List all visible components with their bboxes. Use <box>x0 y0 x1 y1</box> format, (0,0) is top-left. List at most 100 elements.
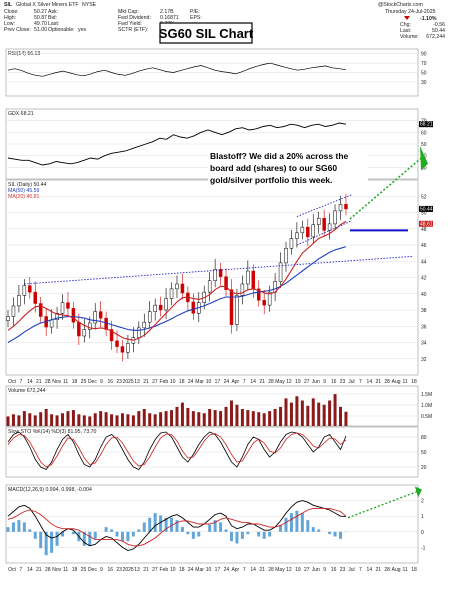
x-tick-label-bottom: 28 <box>268 567 274 573</box>
x-tick-label: 24 <box>224 379 230 385</box>
panel-frame <box>6 485 418 563</box>
volume-bar <box>263 413 266 426</box>
x-tick-label-bottom: Apr <box>231 567 239 573</box>
x-tick-label-bottom: Dec <box>88 567 97 573</box>
x-tick-label-bottom: Nov <box>52 567 61 573</box>
candle <box>175 284 178 289</box>
x-tick-label-bottom: 21 <box>259 567 265 573</box>
sto-tick-label: 20 <box>421 465 427 471</box>
rsi-tick-label: 50 <box>421 71 427 77</box>
x-tick-label: 23 <box>116 379 122 385</box>
volume-bar <box>116 415 119 426</box>
stat-value: 672,244 <box>426 34 445 40</box>
candle <box>77 322 80 336</box>
ma20-legend: MA(20) 46.81 <box>8 194 40 200</box>
candle <box>323 218 326 230</box>
volume-bar <box>88 416 91 426</box>
volume-bar <box>137 411 140 426</box>
x-tick-label: 7 <box>359 379 362 385</box>
x-tick-label: 18 <box>411 379 417 385</box>
x-tick-label: 19 <box>295 379 301 385</box>
macd-histogram-bar <box>143 522 146 531</box>
x-tick-label-bottom: 18 <box>179 567 185 573</box>
candle <box>66 303 69 309</box>
volume-bar <box>312 398 315 426</box>
x-tick-label-bottom: 10 <box>206 567 212 573</box>
x-tick-label-bottom: 7 <box>359 567 362 573</box>
price-tick-label: 36 <box>421 324 427 330</box>
candle <box>99 312 102 319</box>
macd-histogram-bar <box>56 532 59 546</box>
volume-bar <box>235 405 238 426</box>
volume-bar <box>257 412 260 426</box>
macd-histogram-bar <box>137 529 140 531</box>
price-last-label: 48.61 <box>420 221 433 227</box>
x-tick-label-bottom: 28 <box>45 567 51 573</box>
x-tick-label-bottom: 11 <box>402 567 407 573</box>
price-tick-label: 52 <box>421 194 427 200</box>
price-tick-label: 40 <box>421 292 427 298</box>
macd-histogram-bar <box>17 520 20 532</box>
x-tick-label: 27 <box>152 379 158 385</box>
x-tick-label-bottom: 11 <box>63 567 68 573</box>
candle <box>312 225 315 237</box>
x-tick-label-bottom: Jun <box>312 567 320 573</box>
macd-histogram-bar <box>192 532 195 539</box>
sto-tick-label: 80 <box>421 435 427 441</box>
volume-bar <box>126 414 129 426</box>
brand: @StockCharts.com <box>378 2 423 8</box>
x-tick-label-bottom: 12 <box>286 567 292 573</box>
x-tick-label-bottom: 17 <box>215 567 221 573</box>
x-tick-label-bottom: 14 <box>27 567 33 573</box>
candle <box>154 305 157 312</box>
macd-histogram-bar <box>230 532 233 541</box>
candle <box>121 347 124 353</box>
macd-histogram-bar <box>312 527 315 532</box>
candle <box>23 286 26 296</box>
volume-bar <box>66 411 69 426</box>
macd-histogram-bar <box>148 518 151 532</box>
x-tick-label-bottom: 28 <box>384 567 390 573</box>
x-tick-label-bottom: 24 <box>224 567 230 573</box>
rsi-tick-label: 30 <box>421 80 427 86</box>
x-tick-label-bottom: 16 <box>331 567 337 573</box>
volume-bar <box>323 405 326 426</box>
etf-name: Global X Silver Miners ETF <box>16 2 79 8</box>
price-last-label: 50.44 <box>420 206 433 212</box>
x-tick-label-bottom: 16 <box>107 567 113 573</box>
candle <box>334 211 337 224</box>
macd-histogram-bar <box>126 532 129 541</box>
candle <box>126 343 129 352</box>
volume-tick-label: 0.5M <box>421 414 432 420</box>
x-tick-label: 17 <box>215 379 221 385</box>
x-tick-label: 25 <box>81 379 87 385</box>
x-tick-label: 9 <box>100 379 103 385</box>
x-tick-label: 7 <box>20 379 23 385</box>
volume-bar <box>83 415 86 426</box>
x-tick-label-bottom: 2025 <box>123 567 134 573</box>
volume-bar <box>295 396 298 426</box>
candle <box>235 295 238 324</box>
candle <box>143 322 146 328</box>
volume-bar <box>143 409 146 426</box>
price-tick-label: 32 <box>421 357 427 363</box>
candle <box>301 227 304 233</box>
macd-histogram-bar <box>225 529 228 531</box>
volume-bar <box>72 410 75 426</box>
macd-histogram-bar <box>186 532 189 534</box>
x-tick-label-bottom: 19 <box>295 567 301 573</box>
annotation-line-2: board add (shares) to our SG60 <box>210 163 337 173</box>
macd-tick-label: -1 <box>421 545 426 551</box>
macd-histogram-bar <box>132 532 135 537</box>
symbol: SIL <box>4 2 13 8</box>
candle <box>116 341 119 347</box>
x-tick-label-bottom: 13 <box>134 567 140 573</box>
price-tick-label: 34 <box>421 341 427 347</box>
volume-bar <box>77 414 80 426</box>
volume-bar <box>203 413 206 426</box>
x-tick-label-bottom: Feb <box>160 567 169 573</box>
macd-title: MACD(12,26,9) 0.994, 0.998, -0.004 <box>8 487 92 493</box>
x-tick-label: 12 <box>286 379 292 385</box>
x-tick-label: 14 <box>367 379 373 385</box>
